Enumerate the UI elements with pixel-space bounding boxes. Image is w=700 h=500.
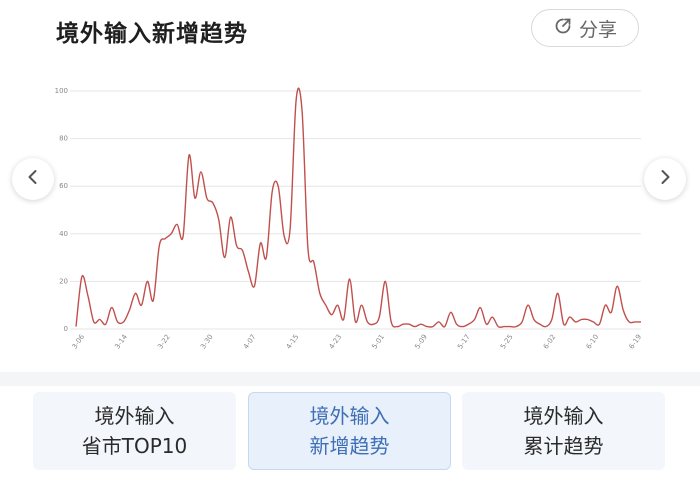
prev-arrow-button[interactable] bbox=[12, 158, 54, 200]
x-tick-label: 6-10 bbox=[585, 333, 601, 351]
x-tick-label: 4-07 bbox=[242, 333, 258, 351]
x-tick-label: 5-25 bbox=[499, 333, 515, 351]
y-tick-label: 40 bbox=[59, 230, 68, 238]
y-tick-label: 0 bbox=[64, 325, 68, 333]
share-label: 分享 bbox=[578, 18, 617, 41]
tab-label-line2: 累计趋势 bbox=[523, 434, 604, 458]
y-tick-label: 20 bbox=[59, 277, 68, 285]
line-chart: 0 20 40 60 80 100 3-06 3-14 3-22 3-30 4-07 4-15 4-23… bbox=[55, 87, 644, 351]
y-tick-label: 60 bbox=[59, 182, 68, 190]
x-tick-label: 5-01 bbox=[370, 333, 386, 351]
x-tick-label: 3-14 bbox=[113, 333, 129, 351]
tab-label-line1: 境外输入 bbox=[309, 404, 390, 428]
tab-label-line1: 境外输入 bbox=[94, 404, 175, 428]
share-icon bbox=[553, 16, 573, 41]
tab-label-line2: 新增趋势 bbox=[309, 434, 390, 458]
x-tick-label: 5-17 bbox=[456, 333, 472, 351]
tab-top10[interactable]: 境外输入 省市TOP10 bbox=[33, 392, 236, 470]
section-divider bbox=[0, 372, 700, 386]
tab-cumulative-trend[interactable]: 境外输入 累计趋势 bbox=[462, 392, 665, 470]
x-tick-label: 4-15 bbox=[285, 333, 301, 351]
x-tick-label: 6-19 bbox=[628, 333, 644, 351]
chevron-right-icon bbox=[656, 168, 674, 190]
y-tick-label: 100 bbox=[55, 87, 68, 95]
x-tick-label: 6-02 bbox=[542, 333, 558, 351]
tab-new-trend[interactable]: 境外输入 新增趋势 bbox=[248, 392, 451, 470]
x-tick-label: 3-06 bbox=[71, 333, 87, 351]
x-tick-label: 5-09 bbox=[413, 333, 429, 351]
x-tick-label: 3-22 bbox=[156, 333, 172, 351]
chart-title: 境外输入新增趋势 bbox=[56, 21, 248, 47]
y-tick-label: 80 bbox=[59, 135, 68, 143]
tab-label-line2: 省市TOP10 bbox=[81, 434, 188, 458]
chevron-left-icon bbox=[24, 168, 42, 190]
share-button[interactable]: 分享 bbox=[531, 9, 639, 47]
chart-card: 境外输入新增趋势 分享 0 20 40 60 80 100 3-06 3-14 3-22 3-30… bbox=[12, 9, 686, 351]
x-tick-label: 4-23 bbox=[328, 333, 344, 351]
x-tick-label: 3-30 bbox=[199, 333, 215, 351]
tab-label-line1: 境外输入 bbox=[523, 404, 604, 428]
series-line bbox=[75, 87, 641, 329]
next-arrow-button[interactable] bbox=[644, 158, 686, 200]
tab-bar: 境外输入 省市TOP10 境外输入 新增趋势 境外输入 累计趋势 bbox=[0, 386, 700, 500]
